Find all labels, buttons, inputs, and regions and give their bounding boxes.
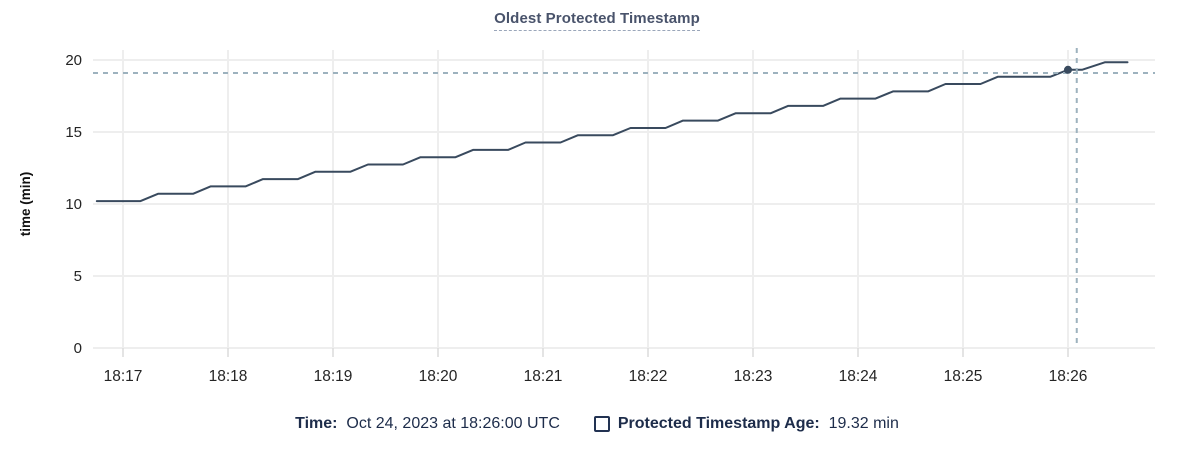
x-axis-labels: 18:17 18:18 18:19 18:20 18:21 18:22 18:23 18:24… xyxy=(104,368,1088,385)
svg-text:18:25: 18:25 xyxy=(944,368,983,385)
svg-text:15: 15 xyxy=(65,124,82,141)
legend-series-value-spacer xyxy=(820,415,829,433)
legend-time-value-text: Oct 24, 2023 at 18:26:00 UTC xyxy=(346,415,560,432)
y-axis-labels: 0 5 10 15 20 xyxy=(65,52,82,357)
svg-text:18:21: 18:21 xyxy=(524,368,563,385)
svg-text:18:24: 18:24 xyxy=(839,368,878,385)
svg-text:18:20: 18:20 xyxy=(419,368,458,385)
series-line xyxy=(95,61,1129,203)
x-tick-marks xyxy=(122,348,1069,357)
svg-text:18:19: 18:19 xyxy=(314,368,353,385)
legend-time-label: Time: xyxy=(295,415,338,432)
chart-title[interactable]: Oldest Protected Timestamp xyxy=(494,10,700,31)
svg-text:18:22: 18:22 xyxy=(629,368,668,385)
legend-time-value xyxy=(338,415,347,433)
series-checkbox-swatch-icon[interactable] xyxy=(593,416,610,432)
legend-time-group: Time: Oct 24, 2023 at 18:26:00 UTC xyxy=(295,415,560,433)
svg-text:18:17: 18:17 xyxy=(104,368,143,385)
chart-title-wrap: Oldest Protected Timestamp xyxy=(0,10,1194,31)
svg-text:0: 0 xyxy=(74,340,82,357)
svg-text:18:23: 18:23 xyxy=(734,368,773,385)
legend-series-label: Protected Timestamp Age: xyxy=(617,415,820,432)
svg-text:18:18: 18:18 xyxy=(209,368,248,385)
svg-text:10: 10 xyxy=(65,196,82,213)
legend-series-group: Protected Timestamp Age: 19.32 min xyxy=(593,415,899,433)
y-gridlines xyxy=(93,59,1155,349)
svg-text:20: 20 xyxy=(65,52,82,69)
cursor-point xyxy=(1064,65,1072,74)
y-axis-title: time (min) xyxy=(18,172,33,237)
svg-text:18:26: 18:26 xyxy=(1049,368,1088,385)
legend-series-value: 19.32 min xyxy=(828,415,899,432)
hover-legend: Time: Oct 24, 2023 at 18:26:00 UTC Prote… xyxy=(0,415,1194,433)
x-gridlines xyxy=(122,50,1069,348)
svg-text:5: 5 xyxy=(74,268,82,285)
